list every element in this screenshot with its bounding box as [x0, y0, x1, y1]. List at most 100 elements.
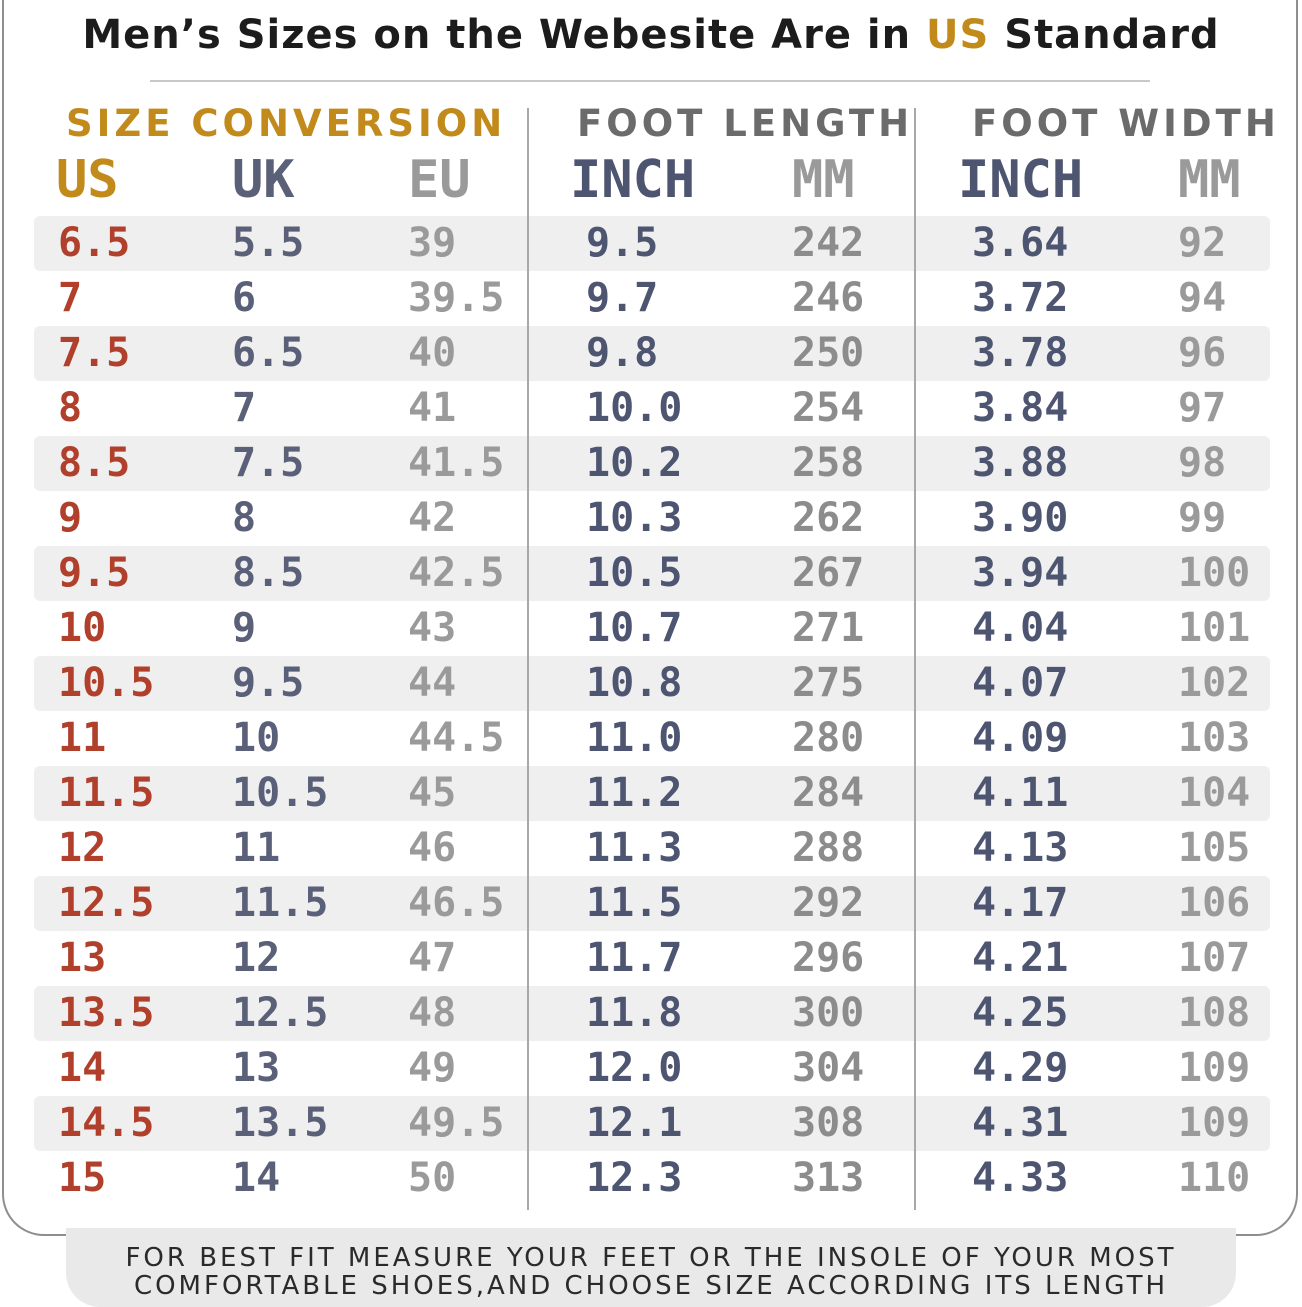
- table-row: 14 13 49 12.0 304 4.29 109: [34, 1041, 1270, 1096]
- cell-width-inch: 4.21: [972, 935, 1069, 981]
- cell-us: 10.5: [58, 660, 155, 706]
- cell-length-inch: 11.5: [586, 880, 683, 926]
- cell-length-inch: 11.2: [586, 770, 683, 816]
- title-divider: [150, 80, 1150, 82]
- cell-length-mm: 246: [792, 275, 865, 321]
- cell-eu: 44: [408, 660, 457, 706]
- cell-eu: 44.5: [408, 715, 505, 761]
- cell-us: 12.5: [58, 880, 155, 926]
- cell-eu: 39.5: [408, 275, 505, 321]
- title-accent: US: [926, 12, 990, 58]
- cell-eu: 43: [408, 605, 457, 651]
- cell-width-inch: 4.33: [972, 1155, 1069, 1201]
- cell-width-inch: 3.84: [972, 385, 1069, 431]
- table-row: 9.5 8.5 42.5 10.5 267 3.94 100: [34, 546, 1270, 601]
- cell-uk: 8: [232, 495, 257, 541]
- cell-eu: 40: [408, 330, 457, 376]
- cell-uk: 11: [232, 825, 281, 871]
- cell-length-inch: 11.3: [586, 825, 683, 871]
- cell-width-mm: 108: [1178, 990, 1251, 1036]
- cell-length-inch: 12.1: [586, 1100, 683, 1146]
- cell-us: 13: [58, 935, 107, 981]
- table-row: 13 12 47 11.7 296 4.21 107: [34, 931, 1270, 986]
- table-row: 10.5 9.5 44 10.8 275 4.07 102: [34, 656, 1270, 711]
- cell-length-mm: 308: [792, 1100, 865, 1146]
- cell-us: 14.5: [58, 1100, 155, 1146]
- cell-width-inch: 4.31: [972, 1100, 1069, 1146]
- section-size-conversion: SIZE CONVERSION: [66, 102, 507, 145]
- cell-us: 8.5: [58, 440, 131, 486]
- cell-us: 7: [58, 275, 83, 321]
- cell-length-inch: 10.8: [586, 660, 683, 706]
- cell-width-inch: 4.09: [972, 715, 1069, 761]
- cell-us: 7.5: [58, 330, 131, 376]
- cell-eu: 39: [408, 220, 457, 266]
- cell-width-mm: 103: [1178, 715, 1251, 761]
- cell-uk: 5.5: [232, 220, 305, 266]
- table-row: 7 6 39.5 9.7 246 3.72 94: [34, 271, 1270, 326]
- column-divider: [914, 108, 916, 1210]
- cell-eu: 42: [408, 495, 457, 541]
- cell-eu: 48: [408, 990, 457, 1036]
- column-header-length-mm: MM: [792, 150, 855, 210]
- cell-length-mm: 292: [792, 880, 865, 926]
- cell-uk: 9.5: [232, 660, 305, 706]
- title-text-after: Standard: [989, 12, 1220, 58]
- cell-width-inch: 4.07: [972, 660, 1069, 706]
- table-row: 12 11 46 11.3 288 4.13 105: [34, 821, 1270, 876]
- cell-width-inch: 3.78: [972, 330, 1069, 376]
- cell-us: 10: [58, 605, 107, 651]
- cell-us: 8: [58, 385, 83, 431]
- cell-width-mm: 100: [1178, 550, 1251, 596]
- cell-us: 15: [58, 1155, 107, 1201]
- cell-uk: 10: [232, 715, 281, 761]
- table-row: 8 7 41 10.0 254 3.84 97: [34, 381, 1270, 436]
- column-header-eu: EU: [408, 150, 471, 210]
- table-row: 10 9 43 10.7 271 4.04 101: [34, 601, 1270, 656]
- cell-length-mm: 250: [792, 330, 865, 376]
- cell-width-mm: 92: [1178, 220, 1227, 266]
- cell-eu: 45: [408, 770, 457, 816]
- page-title: Men’s Sizes on the Webesite Are in US St…: [0, 12, 1302, 58]
- cell-eu: 50: [408, 1155, 457, 1201]
- cell-uk: 6: [232, 275, 257, 321]
- column-header-us: US: [56, 150, 119, 210]
- cell-width-inch: 4.11: [972, 770, 1069, 816]
- cell-uk: 6.5: [232, 330, 305, 376]
- cell-length-inch: 12.0: [586, 1045, 683, 1091]
- table-row: 9 8 42 10.3 262 3.90 99: [34, 491, 1270, 546]
- column-header-length-inch: INCH: [570, 150, 696, 210]
- cell-uk: 13.5: [232, 1100, 329, 1146]
- footer-note: FOR BEST FIT MEASURE YOUR FEET OR THE IN…: [66, 1228, 1236, 1307]
- cell-width-inch: 4.13: [972, 825, 1069, 871]
- cell-length-mm: 275: [792, 660, 865, 706]
- cell-length-inch: 10.0: [586, 385, 683, 431]
- cell-length-mm: 280: [792, 715, 865, 761]
- cell-width-mm: 104: [1178, 770, 1251, 816]
- column-header-uk: UK: [232, 150, 295, 210]
- cell-width-mm: 96: [1178, 330, 1227, 376]
- cell-width-inch: 4.29: [972, 1045, 1069, 1091]
- cell-eu: 46: [408, 825, 457, 871]
- section-foot-length: FOOT LENGTH: [577, 102, 914, 145]
- cell-length-inch: 10.7: [586, 605, 683, 651]
- table-row: 8.5 7.5 41.5 10.2 258 3.88 98: [34, 436, 1270, 491]
- cell-eu: 41: [408, 385, 457, 431]
- cell-length-mm: 304: [792, 1045, 865, 1091]
- cell-width-mm: 106: [1178, 880, 1251, 926]
- cell-eu: 47: [408, 935, 457, 981]
- cell-eu: 49: [408, 1045, 457, 1091]
- footer-line-1: FOR BEST FIT MEASURE YOUR FEET OR THE IN…: [125, 1243, 1177, 1273]
- cell-width-mm: 98: [1178, 440, 1227, 486]
- cell-width-inch: 4.17: [972, 880, 1069, 926]
- cell-length-mm: 284: [792, 770, 865, 816]
- cell-length-mm: 262: [792, 495, 865, 541]
- table-row: 7.5 6.5 40 9.8 250 3.78 96: [34, 326, 1270, 381]
- cell-width-mm: 107: [1178, 935, 1251, 981]
- cell-eu: 46.5: [408, 880, 505, 926]
- cell-length-mm: 242: [792, 220, 865, 266]
- cell-us: 14: [58, 1045, 107, 1091]
- cell-uk: 11.5: [232, 880, 329, 926]
- cell-length-mm: 313: [792, 1155, 865, 1201]
- cell-length-inch: 9.8: [586, 330, 659, 376]
